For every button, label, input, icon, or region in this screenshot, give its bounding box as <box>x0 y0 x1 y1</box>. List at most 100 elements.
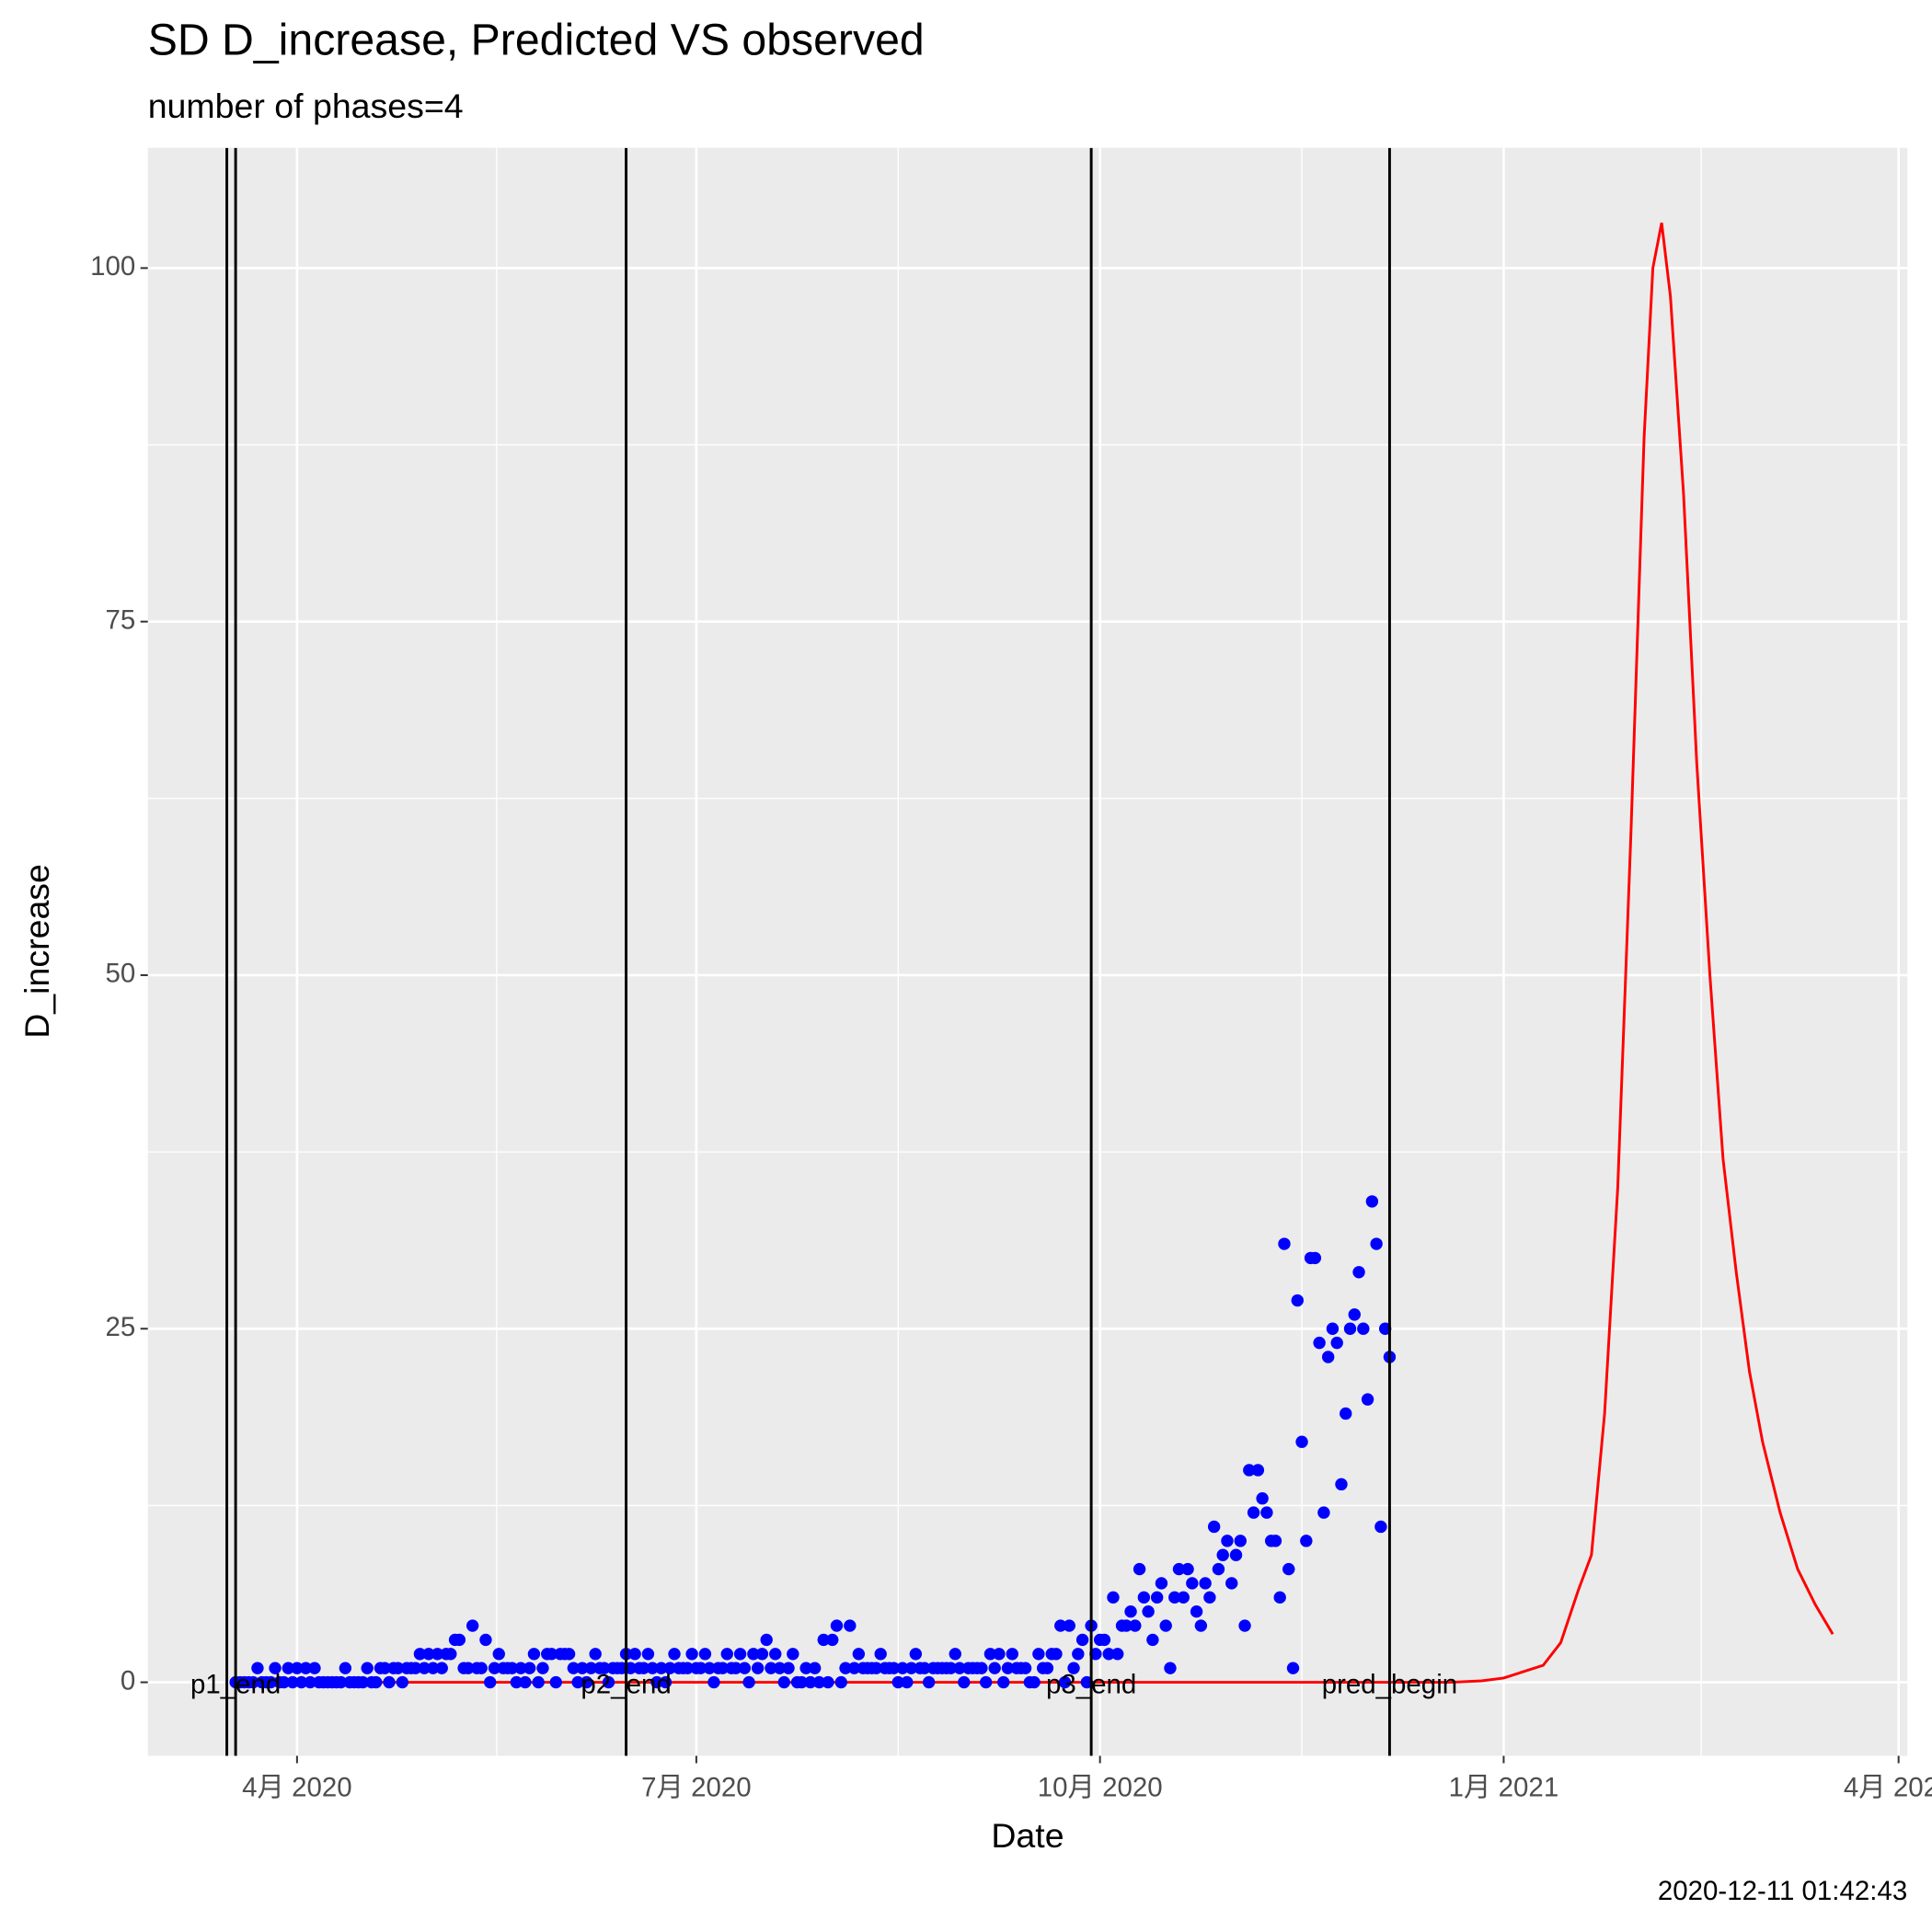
observed-point <box>356 1675 370 1689</box>
observed-point <box>264 1675 277 1689</box>
observed-point <box>1365 1195 1379 1208</box>
observed-point <box>475 1662 488 1674</box>
observed-point <box>1124 1604 1137 1618</box>
predicted-line <box>236 222 1834 1685</box>
observed-point <box>1291 1294 1304 1307</box>
observed-point <box>703 1662 716 1674</box>
observed-point <box>435 1662 448 1674</box>
observed-point <box>918 1662 931 1674</box>
observed-point <box>650 1675 663 1689</box>
observed-point <box>334 1675 348 1689</box>
observed-point <box>681 1662 695 1674</box>
observed-point <box>808 1662 822 1674</box>
observed-point <box>765 1662 777 1674</box>
observed-point <box>510 1675 523 1689</box>
observed-point <box>1028 1675 1041 1689</box>
observed-point <box>251 1662 264 1674</box>
x-axis-title: Date <box>991 1816 1064 1855</box>
observed-point <box>769 1648 782 1661</box>
observed-point <box>844 1619 857 1632</box>
observed-point <box>505 1662 519 1674</box>
chart-subtitle: number of phases=4 <box>148 86 464 125</box>
observed-point <box>707 1675 720 1689</box>
observed-point <box>291 1662 304 1674</box>
observed-point <box>730 1662 742 1674</box>
y-tick-label: 50 <box>106 959 136 989</box>
observed-point <box>1203 1591 1216 1604</box>
observed-point <box>1001 1662 1015 1674</box>
observed-point <box>1072 1648 1085 1661</box>
observed-point <box>1216 1548 1229 1561</box>
observed-point <box>1352 1266 1365 1279</box>
x-tick-label: 4月 2020 <box>242 1772 352 1802</box>
observed-point <box>308 1662 321 1674</box>
observed-point <box>339 1662 352 1674</box>
observed-point <box>514 1662 527 1674</box>
plot-area: p1_end p2_end p3_end pred_begin <box>190 147 1834 1756</box>
observed-point <box>641 1648 655 1661</box>
observed-point <box>909 1648 923 1661</box>
observed-point <box>655 1662 668 1674</box>
observed-point <box>887 1662 901 1674</box>
observed-point <box>1308 1251 1322 1265</box>
observed-point <box>1238 1619 1251 1632</box>
observed-point <box>1107 1591 1120 1604</box>
observed-point <box>484 1675 497 1689</box>
observed-point <box>1194 1619 1208 1632</box>
observed-point <box>370 1675 383 1689</box>
observed-point <box>1190 1604 1203 1618</box>
observed-point <box>1050 1648 1063 1661</box>
observed-point <box>466 1619 479 1632</box>
observed-point <box>988 1662 1001 1674</box>
y-tick-label: 25 <box>106 1312 136 1342</box>
observed-point <box>1150 1591 1164 1604</box>
observed-point <box>1251 1464 1265 1477</box>
observed-point <box>997 1675 1010 1689</box>
observed-point <box>795 1675 809 1689</box>
observed-point <box>747 1648 760 1661</box>
observed-point <box>427 1662 440 1674</box>
observed-point <box>1260 1506 1273 1519</box>
observed-point <box>817 1633 830 1647</box>
observed-point <box>1129 1619 1142 1632</box>
observed-point <box>1256 1492 1269 1505</box>
observed-point <box>1286 1662 1300 1674</box>
observed-point <box>944 1662 958 1674</box>
observed-point <box>532 1675 545 1689</box>
chart-title: SD D_increase, Predicted VS observed <box>148 16 925 65</box>
observed-point <box>953 1662 966 1674</box>
observed-point <box>1243 1464 1256 1477</box>
observed-point <box>755 1648 769 1661</box>
observed-point <box>396 1675 409 1689</box>
observed-point <box>1041 1662 1054 1674</box>
observed-point <box>549 1675 562 1689</box>
observed-point <box>847 1662 861 1674</box>
observed-point <box>782 1662 795 1674</box>
observed-point <box>1229 1548 1243 1561</box>
observed-point <box>975 1662 988 1674</box>
observed-point <box>668 1648 681 1661</box>
observed-point <box>1155 1577 1168 1590</box>
observed-point <box>1221 1535 1234 1547</box>
caption: 2020-12-11 01:42:43 <box>1658 1876 1907 1906</box>
observed-point <box>751 1662 765 1674</box>
observed-point <box>742 1675 755 1689</box>
observed-point <box>1054 1619 1067 1632</box>
observed-point <box>1181 1562 1194 1576</box>
observed-point <box>1018 1662 1032 1674</box>
phase-label: p2_end <box>581 1669 671 1699</box>
observed-point <box>646 1662 659 1674</box>
observed-point <box>584 1662 598 1674</box>
observed-point <box>1207 1520 1221 1534</box>
observed-point <box>294 1675 308 1689</box>
observed-point <box>536 1662 549 1674</box>
observed-point <box>247 1675 259 1689</box>
observed-point <box>1295 1435 1308 1448</box>
observed-point <box>444 1648 457 1661</box>
observed-point <box>698 1648 712 1661</box>
observed-point <box>567 1662 581 1674</box>
observed-point <box>488 1662 501 1674</box>
observed-point <box>562 1648 576 1661</box>
